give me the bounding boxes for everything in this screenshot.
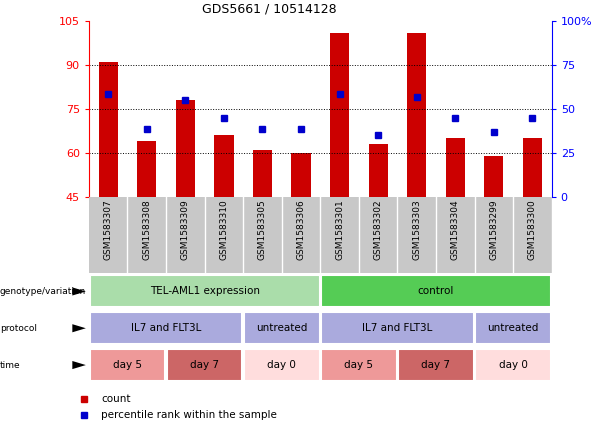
Bar — [99, 62, 118, 197]
Bar — [176, 100, 195, 197]
Bar — [291, 153, 311, 197]
Text: GSM1583299: GSM1583299 — [489, 199, 498, 260]
Text: day 0: day 0 — [267, 360, 296, 370]
Bar — [321, 197, 359, 273]
Text: GSM1583309: GSM1583309 — [181, 199, 190, 260]
Bar — [330, 33, 349, 197]
Bar — [407, 33, 427, 197]
Bar — [321, 312, 474, 344]
Text: GDS5661 / 10514128: GDS5661 / 10514128 — [202, 2, 337, 15]
Text: GSM1583304: GSM1583304 — [451, 199, 460, 260]
Bar — [446, 138, 465, 197]
Text: untreated: untreated — [487, 323, 539, 333]
Bar — [205, 197, 243, 273]
Bar — [89, 275, 319, 308]
Text: percentile rank within the sample: percentile rank within the sample — [101, 410, 277, 420]
Text: GSM1583300: GSM1583300 — [528, 199, 537, 260]
Text: count: count — [101, 394, 131, 404]
Bar — [253, 150, 272, 197]
Text: GSM1583310: GSM1583310 — [219, 199, 229, 260]
Text: day 0: day 0 — [499, 360, 528, 370]
Text: GSM1583307: GSM1583307 — [104, 199, 113, 260]
Text: TEL-AML1 expression: TEL-AML1 expression — [150, 286, 259, 297]
Text: GSM1583302: GSM1583302 — [374, 199, 383, 260]
Bar — [359, 197, 397, 273]
Bar — [321, 349, 397, 381]
Bar — [484, 156, 503, 197]
Bar — [243, 197, 282, 273]
Text: GSM1583301: GSM1583301 — [335, 199, 344, 260]
Bar — [128, 197, 166, 273]
Bar — [368, 144, 388, 197]
Bar — [513, 197, 552, 273]
Bar — [214, 135, 234, 197]
Polygon shape — [72, 287, 86, 296]
Bar — [282, 197, 321, 273]
Bar — [89, 197, 128, 273]
Text: day 7: day 7 — [422, 360, 451, 370]
Bar — [398, 349, 474, 381]
Text: day 7: day 7 — [190, 360, 219, 370]
Bar — [474, 197, 513, 273]
Bar — [321, 275, 551, 308]
Text: protocol: protocol — [0, 324, 37, 333]
Bar — [167, 349, 242, 381]
Bar — [89, 312, 242, 344]
Bar — [244, 312, 319, 344]
Bar — [137, 141, 156, 197]
Text: IL7 and FLT3L: IL7 and FLT3L — [131, 323, 201, 333]
Text: control: control — [418, 286, 454, 297]
Bar — [397, 197, 436, 273]
Polygon shape — [72, 361, 86, 369]
Text: GSM1583303: GSM1583303 — [412, 199, 421, 260]
Text: untreated: untreated — [256, 323, 307, 333]
Bar — [436, 197, 474, 273]
Text: GSM1583306: GSM1583306 — [297, 199, 305, 260]
Text: day 5: day 5 — [345, 360, 373, 370]
Text: GSM1583308: GSM1583308 — [142, 199, 151, 260]
Text: genotype/variation: genotype/variation — [0, 287, 86, 296]
Bar — [523, 138, 542, 197]
Bar — [89, 349, 166, 381]
Text: GSM1583305: GSM1583305 — [258, 199, 267, 260]
Bar — [475, 349, 551, 381]
Text: time: time — [0, 360, 21, 370]
Bar — [244, 349, 319, 381]
Polygon shape — [72, 324, 86, 332]
Bar — [475, 312, 551, 344]
Text: IL7 and FLT3L: IL7 and FLT3L — [362, 323, 433, 333]
Text: day 5: day 5 — [113, 360, 142, 370]
Bar — [166, 197, 205, 273]
